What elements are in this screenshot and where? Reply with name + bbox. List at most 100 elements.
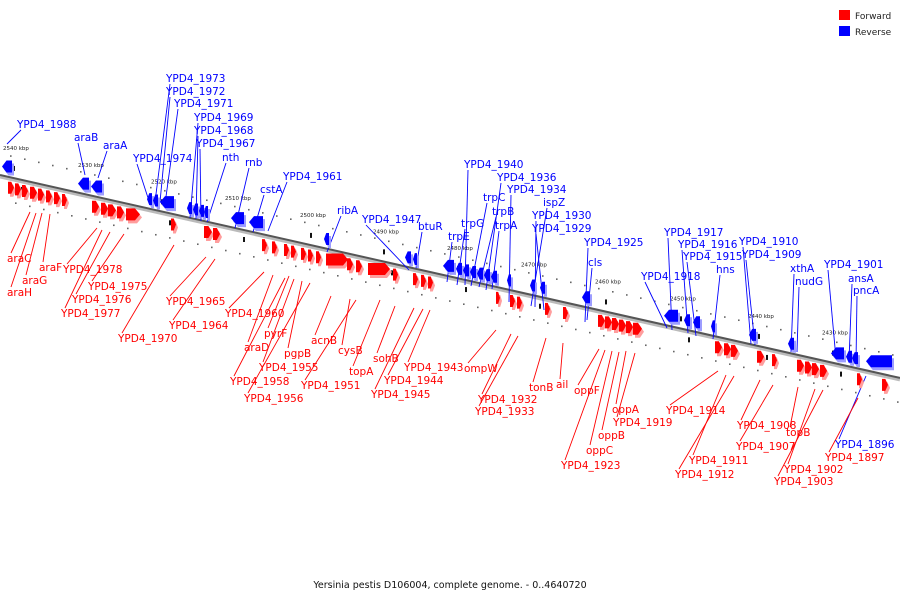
- forward-gene-label-22-leader: [376, 305, 396, 354]
- reverse-gene-label-33: YPD4_1915: [682, 251, 742, 263]
- forward-gene-arrow-51: [857, 373, 862, 386]
- forward-gene-arrow-48: [805, 361, 812, 374]
- gene-arrows: [2, 160, 894, 394]
- reverse-gene-arrow-12: [324, 233, 329, 246]
- reverse-gene-arrow-31: [788, 337, 794, 350]
- forward-gene-arrow-25: [356, 260, 362, 273]
- track-dot: [416, 246, 418, 249]
- reverse-gene-arrow-0: [2, 160, 12, 173]
- track-dot: [640, 297, 642, 299]
- forward-gene-label-31-leader: [577, 348, 600, 386]
- kbp-tick-mark: [465, 287, 467, 293]
- track-dot: [892, 354, 894, 356]
- kbp-tick-label: 2500 kbp: [300, 213, 326, 219]
- forward-gene-label-20-leader: [304, 299, 357, 381]
- reverse-gene-label-4: YPD4_1973: [165, 73, 225, 85]
- kbp-tick-label: 2530 kbp: [78, 163, 104, 169]
- forward-gene-label-25: YPD4_1945: [370, 389, 430, 401]
- forward-gene-label-25-leader: [374, 307, 415, 390]
- forward-gene-label-34: oppB: [598, 430, 625, 442]
- forward-gene-label-43: YPD4_1902: [783, 464, 843, 476]
- forward-gene-label-29-leader: [532, 337, 547, 383]
- track-dot: [738, 319, 740, 322]
- track-dot: [612, 291, 614, 293]
- reverse-gene-label-14: ribA: [337, 205, 359, 217]
- forward-gene-label-23-leader: [407, 309, 431, 363]
- caption: Yersinia pestis D106004, complete genome…: [312, 580, 586, 591]
- forward-gene-arrow-44: [731, 344, 738, 357]
- track-dot: [836, 341, 838, 344]
- track-dot: [276, 215, 278, 217]
- reverse-gene-arrow-10: [231, 212, 244, 225]
- track-dot: [710, 313, 712, 315]
- reverse-gene-label-7-leader: [189, 122, 199, 219]
- forward-gene-label-31: oppF: [574, 385, 600, 397]
- forward-gene-label-18: acnB: [311, 335, 337, 347]
- reverse-gene-arrow-35: [866, 355, 892, 368]
- reverse-gene-arrow-8: [199, 204, 204, 217]
- reverse-gene-label-26: YPD4_1930: [531, 210, 591, 222]
- kbp-tick-label: 2430 kbp: [822, 331, 848, 337]
- forward-gene-label-13-leader: [247, 274, 274, 343]
- forward-gene-arrow-41: [633, 322, 642, 335]
- track-dot: [477, 306, 479, 309]
- forward-gene-label-13: araD: [244, 342, 269, 354]
- kbp-tick-mark: [680, 316, 682, 322]
- reverse-gene-arrow-18: [470, 265, 476, 278]
- forward-gene-label-7: YPD4_1977: [60, 308, 120, 320]
- axis-shadow: [0, 174, 900, 382]
- forward-gene-label-37: YPD4_1914: [665, 405, 726, 417]
- forward-gene-arrow-52: [882, 378, 888, 391]
- reverse-gene-arrow-1: [78, 177, 89, 190]
- track-dot: [724, 316, 726, 318]
- reverse-gene-label-3: YPD4_1974: [132, 153, 193, 165]
- reverse-gene-label-18-leader: [456, 228, 466, 286]
- kbp-tick-mark: [758, 333, 760, 339]
- reverse-gene-label-19: YPD4_1940: [463, 159, 523, 171]
- track-dot: [52, 164, 54, 167]
- reverse-gene-label-20: trpC: [483, 192, 505, 204]
- track-dot: [855, 391, 857, 394]
- forward-gene-arrow-10: [108, 204, 116, 217]
- kbp-ticks: 2540 kbp 2530 kbp 2520 kbp 2510 kbp 2500 kbp…: [3, 146, 848, 377]
- leader-lines: [6, 83, 867, 477]
- track-dot: [589, 331, 591, 334]
- track-dot: [402, 243, 404, 246]
- forward-gene-arrow-9: [101, 202, 108, 215]
- reverse-gene-arrow-28: [693, 316, 700, 329]
- forward-gene-label-35: oppC: [586, 445, 613, 457]
- kbp-tick-label: 2450 kbp: [670, 296, 696, 302]
- track-dot: [234, 205, 236, 208]
- track-dot: [318, 224, 320, 227]
- reverse-gene-label-35: YPD4_1910: [738, 236, 798, 248]
- forward-gene-label-42: topB: [786, 427, 810, 439]
- reverse-gene-label-23: trpA: [495, 220, 518, 232]
- forward-gene-label-22: sohB: [373, 353, 399, 365]
- track-dot: [346, 231, 348, 233]
- reverse-gene-arrow-14: [413, 253, 417, 266]
- reverse-gene-label-6: YPD4_1971: [173, 98, 233, 110]
- track-dot: [626, 294, 628, 296]
- kbp-tick-label: 2490 kbp: [373, 229, 399, 235]
- reverse-gene-label-2: araA: [103, 140, 128, 152]
- reverse-gene-label-13-leader: [267, 181, 288, 232]
- track-dot: [155, 233, 157, 236]
- reverse-gene-label-1: araB: [74, 132, 98, 144]
- reverse-gene-label-30-leader: [644, 281, 668, 329]
- forward-gene-label-6: YPD4_1976: [71, 294, 132, 306]
- forward-gene-label-3: araH: [7, 287, 32, 299]
- track-dot: [15, 202, 17, 204]
- track-dot: [463, 303, 465, 306]
- forward-gene-arrow-2: [22, 184, 28, 197]
- track-dot: [71, 215, 73, 217]
- reverse-gene-arrow-22: [507, 274, 511, 287]
- track-dot: [444, 253, 446, 255]
- track-dot: [295, 265, 297, 268]
- forward-gene-label-41: YPD4_1907: [735, 441, 795, 453]
- forward-gene-label-21: topA: [349, 366, 374, 378]
- reverse-gene-arrow-24: [540, 281, 545, 294]
- track-dot: [528, 272, 530, 274]
- forward-gene-label-24: YPD4_1944: [383, 375, 444, 387]
- kbp-tick-label: 2440 kbp: [748, 314, 774, 320]
- track-dot: [178, 193, 180, 195]
